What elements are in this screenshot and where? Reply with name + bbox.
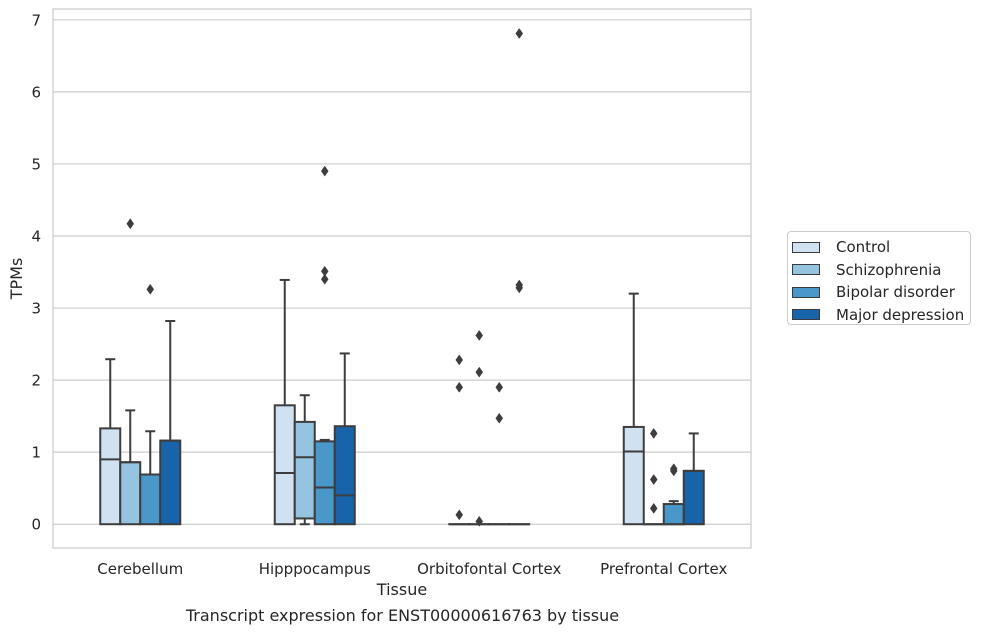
y-tick-label: 5: [31, 155, 41, 173]
box-iqr: [293, 420, 316, 520]
tick-labels: 0 1 2 3 4 5 6 7 Cerebellum Hipppocampus Orbitofont…: [31, 11, 727, 578]
box-iqr: [99, 427, 122, 526]
outlier-point: [649, 502, 658, 514]
outlier-point: [475, 515, 484, 527]
y-tick-label: 0: [31, 516, 41, 534]
y-tick-label: 4: [31, 227, 41, 245]
outlier-point: [455, 381, 464, 393]
x-axis-label: Tissue: [376, 580, 427, 599]
y-tick-label: 1: [31, 444, 41, 462]
legend-swatch: [792, 286, 820, 298]
grid-lines: [53, 19, 751, 525]
legend-item: Control: [792, 236, 970, 259]
plot-frame: [52, 8, 752, 549]
box-plot-marks: [99, 28, 705, 527]
box-major-depression: [682, 432, 705, 526]
box-control: [448, 354, 471, 526]
y-tick-label: 3: [31, 300, 41, 318]
x-tick-label: Hipppocampus: [259, 560, 371, 578]
outlier-point: [649, 427, 658, 439]
box-schizophrenia: [293, 394, 316, 526]
outlier-point: [495, 412, 504, 424]
box-major-depression: [159, 320, 182, 526]
y-tick-label: 7: [31, 11, 41, 29]
box-iqr: [313, 440, 336, 526]
y-tick-label: 6: [31, 83, 41, 101]
legend-label: Bipolar disorder: [836, 283, 955, 302]
x-tick-label: Prefrontal Cortex: [600, 560, 727, 578]
box-iqr: [159, 439, 182, 526]
legend-swatch: [792, 264, 820, 276]
outlier-point: [475, 366, 484, 378]
legend-label: Schizophrenia: [836, 260, 942, 279]
box-iqr: [682, 469, 705, 526]
outlier-point: [649, 474, 658, 485]
outlier-point: [455, 509, 464, 521]
legend: Control Schizophrenia Bipolar disorder Majo…: [787, 231, 971, 325]
legend-item: Bipolar disorder: [792, 281, 970, 304]
outlier-point: [515, 28, 524, 39]
x-tick-label: Orbitofontal Cortex: [417, 560, 561, 578]
y-tick-label: 2: [31, 372, 41, 390]
box-iqr: [333, 425, 356, 526]
legend-label: Control: [836, 238, 891, 257]
x-tick-label: Cerebellum: [97, 560, 183, 578]
outlier-point: [669, 463, 678, 475]
box-bipolar-disorder: [139, 283, 162, 526]
y-axis-label: TPMs: [7, 258, 26, 301]
box-iqr: [119, 461, 142, 526]
box-schizophrenia: [642, 427, 665, 526]
outlier-point: [320, 165, 329, 177]
legend-swatch: [792, 309, 820, 321]
box-schizophrenia: [468, 329, 491, 527]
outlier-point: [495, 381, 504, 393]
legend-label: Major depression: [836, 305, 965, 324]
box-bipolar-disorder: [488, 381, 511, 526]
chart-caption: Transcript expression for ENST0000061676…: [185, 606, 620, 625]
box-iqr: [622, 425, 645, 526]
box-bipolar-disorder: [313, 165, 336, 526]
legend-item: Major depression: [792, 304, 970, 327]
outlier-point: [515, 279, 524, 291]
box-control: [99, 358, 122, 526]
box-iqr: [139, 473, 162, 526]
box-major-depression: [333, 352, 356, 526]
outlier-point: [320, 273, 329, 285]
outlier-point: [455, 354, 464, 366]
box-iqr: [662, 503, 685, 526]
legend-swatch: [792, 241, 820, 253]
box-major-depression: [508, 28, 531, 526]
box-bipolar-disorder: [662, 463, 685, 526]
outlier-point: [475, 329, 484, 341]
box-schizophrenia: [119, 218, 142, 526]
outlier-point: [320, 265, 329, 277]
box-control: [622, 292, 645, 526]
legend-item: Schizophrenia: [792, 259, 970, 282]
outlier-point: [126, 218, 135, 230]
box-iqr: [273, 404, 296, 526]
box-control: [273, 278, 296, 526]
outlier-point: [146, 283, 155, 295]
